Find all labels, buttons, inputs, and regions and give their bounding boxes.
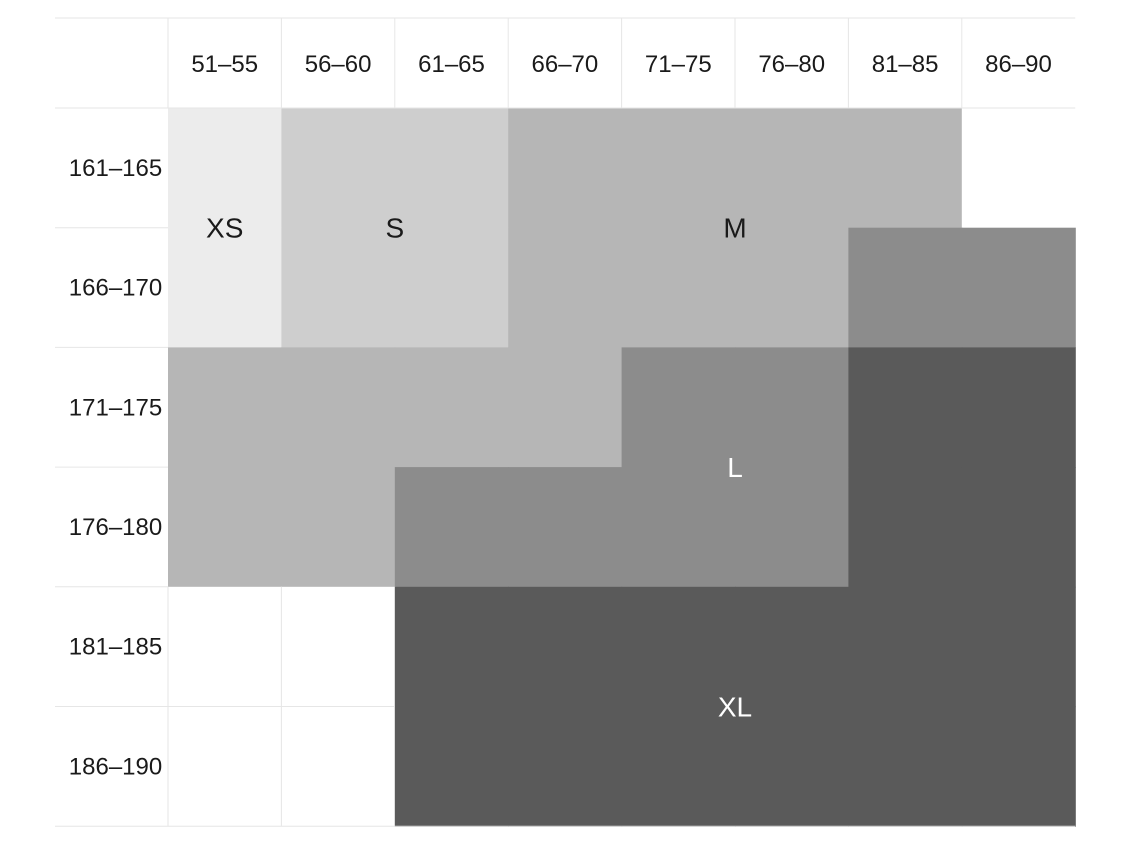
column-label: 71–75 (645, 51, 712, 78)
size-cell-xl (621, 706, 736, 827)
size-cell-s (394, 108, 509, 229)
size-cell-xl (394, 706, 509, 827)
size-cell-m (394, 347, 509, 468)
row-label: 171–175 (69, 394, 162, 421)
size-cell-empty (168, 706, 282, 827)
size-cell-xl (735, 706, 849, 827)
column-label: 76–80 (758, 51, 825, 78)
size-cell-xl (621, 586, 736, 708)
size-cell-xs (168, 227, 282, 348)
size-cell-xs (168, 108, 282, 229)
column-label: 66–70 (532, 51, 599, 78)
size-cell-l (961, 227, 1076, 348)
size-label-l: L (727, 452, 743, 483)
column-label: 86–90 (985, 51, 1052, 78)
size-cell-xl (848, 347, 963, 468)
size-cell-l (621, 347, 736, 468)
size-cell-m (848, 108, 963, 229)
size-cell-m (508, 227, 623, 348)
row-label: 186–190 (69, 753, 162, 780)
size-cell-l (621, 467, 736, 588)
size-cell-m (281, 467, 396, 588)
size-cell-m (735, 227, 849, 348)
size-cell-m (168, 467, 282, 588)
size-cell-xl (961, 586, 1076, 708)
size-label-xl: XL (718, 692, 752, 723)
size-cell-empty (281, 706, 396, 827)
size-cell-empty (168, 586, 282, 708)
size-label-m: M (723, 213, 746, 244)
size-cell-l (394, 467, 509, 588)
column-label: 81–85 (872, 51, 939, 78)
row-label: 161–165 (69, 155, 162, 182)
size-cell-xl (848, 467, 963, 588)
size-cell-m (508, 347, 623, 468)
size-cell-xl (508, 706, 623, 827)
size-cell-empty (281, 586, 396, 708)
size-cell-m (168, 347, 282, 468)
size-label-s: S (385, 213, 404, 244)
size-cell-m (735, 108, 849, 229)
size-cell-xl (961, 467, 1076, 588)
size-cell-m (621, 227, 736, 348)
size-cell-xl (508, 586, 623, 708)
column-label: 56–60 (305, 51, 372, 78)
column-label: 61–65 (418, 51, 485, 78)
size-cell-s (281, 108, 396, 229)
column-labels: 51–55 56–60 61–65 66–70 71–75 76–80 81–85 86–90 (191, 51, 1052, 78)
size-cell-xl (848, 586, 963, 708)
size-cell-empty (961, 108, 1076, 229)
size-cell-m (508, 108, 623, 229)
size-cell-l (848, 227, 963, 348)
size-label-xs: XS (206, 213, 243, 244)
row-label: 176–180 (69, 514, 162, 541)
size-cell-s (394, 227, 509, 348)
size-cell-l (735, 347, 849, 468)
size-cell-m (621, 108, 736, 229)
size-cell-xl (961, 706, 1076, 827)
column-label: 51–55 (191, 51, 258, 78)
size-cell-s (281, 227, 396, 348)
grid-lines (55, 17, 1076, 827)
size-labels: XS S M L XL (206, 213, 752, 723)
row-label: 166–170 (69, 275, 162, 302)
size-cell-xl (848, 706, 963, 827)
size-cell-l (508, 467, 623, 588)
size-cell-l (735, 467, 849, 588)
size-cells (168, 108, 1076, 827)
size-cell-xl (735, 586, 849, 708)
size-cell-xl (961, 347, 1076, 468)
row-labels: 161–165 166–170 171–175 176–180 181–185 186–1… (69, 155, 162, 780)
size-cell-m (281, 347, 396, 468)
size-cell-xl (394, 586, 509, 708)
row-label: 181–185 (69, 634, 162, 661)
